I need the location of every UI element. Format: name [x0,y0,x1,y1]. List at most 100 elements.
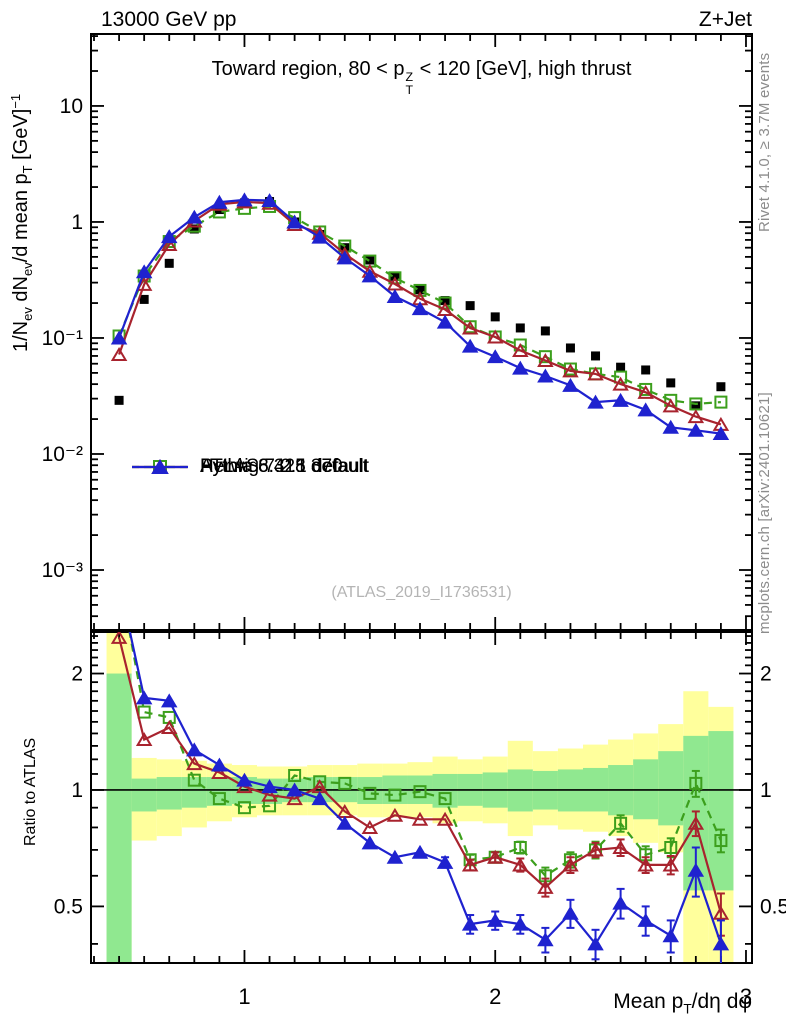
y-title-segment: [GeV] [10,108,33,166]
marker-square-open [363,786,377,800]
marker-triangle-filled [537,932,554,947]
marker-triangle-open [186,756,203,771]
marker-triangle-open [537,352,554,367]
y-title-segment: ev [20,262,36,277]
marker-square-open [237,801,251,815]
marker-square-open [538,350,552,364]
tick-label: 10⁻¹ [42,327,83,350]
y-title-segment: 1/N [10,320,33,352]
main-y-axis-title-text: 1/Nev dNev/d mean pT [GeV]−1 [8,93,36,352]
marker-triangle-filled [587,394,604,409]
marker-triangle-open [135,732,153,747]
tick-label: 1 [238,984,250,1009]
marker-triangle-filled [211,194,228,209]
generator-caption: Rivet 4.1.0, ≥ 3.7M events [756,52,773,232]
marker-triangle-filled [612,895,629,910]
marker-triangle-filled [461,916,479,931]
marker-triangle-open [386,807,404,822]
marker-square-filled [565,343,575,353]
marker-triangle-filled [411,301,429,316]
marker-square-filled [616,362,626,372]
tick-label: 2 [489,984,501,1009]
marker-square-open [114,569,125,580]
marker-square-open [187,773,201,787]
marker-triangle-filled [336,815,354,830]
marker-triangle-open [612,376,629,391]
marker-triangle-open [160,236,178,251]
analysis-watermark: (ATLAS_2019_I1736531) [331,584,512,601]
marker-triangle-filled [286,214,303,229]
main-y-axis-title: 1/Nev dNev/d mean pT [GeV]−1 [8,94,35,352]
marker-triangle-filled [135,264,153,279]
marker-triangle-open [687,815,705,830]
legend-label-pythia8: Pythia 8.315 default [200,455,368,477]
marker-triangle-filled [486,349,504,364]
y-title-segment: ev [20,307,36,321]
marker-triangle-filled [236,192,253,207]
marker-triangle-filled [512,916,529,931]
marker-triangle-open [512,857,529,872]
legend-label-atlas: ATLAS [200,455,259,477]
marker-square-open [212,792,226,806]
marker-triangle-open [261,787,278,802]
marker-triangle-filled [311,229,328,244]
marker-triangle-filled [311,791,328,806]
legend-label-pythia6: Pythia 6.428 370 [200,455,343,477]
marker-triangle-filled [261,779,278,794]
marker-triangle-filled [386,288,404,303]
y-title-segment: −1 [8,93,23,109]
marker-triangle-filled [562,377,579,392]
band-inner [432,773,458,808]
marker-square-open [137,705,151,719]
marker-triangle-open [712,905,730,920]
marker-square-filled [666,378,676,388]
marker-square-open [614,370,628,384]
marker-triangle-filled [612,392,629,407]
band-inner [131,778,157,812]
marker-triangle-open [361,819,379,834]
marker-triangle-filled [512,360,529,375]
marker-triangle-open [135,276,153,291]
header-process: Z+Jet [698,8,752,31]
marker-triangle-open [662,398,680,413]
marker-triangle-filled [687,422,705,437]
marker-square-open [513,841,527,855]
series-line [118,198,722,435]
marker-triangle-open [110,347,128,362]
marker-square-open [388,788,402,802]
tick-label: 1 [71,779,83,802]
band-inner [106,673,132,963]
marker-triangle-open [562,857,579,872]
marker-triangle-filled [386,849,404,864]
band-inner [181,777,207,808]
y-title-segment: /d mean p [10,173,33,263]
marker-square-filled [716,382,726,392]
marker-square-filled [189,224,199,234]
panel-title-sub: T [405,83,414,98]
marker-triangle-open [436,811,454,826]
panel-title-post: < 120 [GeV], high thrust [414,58,632,80]
marker-triangle-open [461,320,479,335]
marker-triangle-open [286,791,303,806]
marker-square-filled [114,395,124,405]
marker-triangle-open [486,849,504,864]
marker-triangle-open [637,384,654,399]
legend-entry-pythia8: Pythia 8.315 default [131,452,368,481]
band-inner [156,777,182,810]
tick-label: 2 [760,663,772,686]
panel-title-pre: Toward region, 80 < p [211,58,405,80]
marker-triangle-filled [336,250,354,265]
tick-label: 1 [760,779,772,802]
x-title-post: /dη dφ [691,990,752,1013]
legend-label-herwig: Herwig 7.2.1 default [200,455,369,477]
marker-triangle-filled [662,928,680,943]
marker-triangle-filled [261,193,278,208]
marker-triangle-open [587,842,604,857]
marker-triangle-filled [436,314,454,329]
marker-triangle-open [411,811,429,826]
marker-triangle-filled [461,338,479,353]
marker-triangle-filled [486,912,504,927]
